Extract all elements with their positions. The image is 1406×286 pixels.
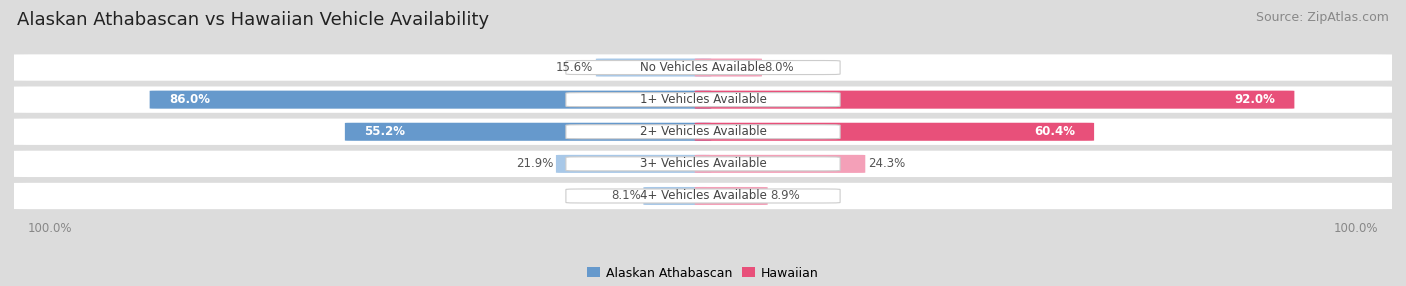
FancyBboxPatch shape (149, 91, 711, 109)
Text: 21.9%: 21.9% (516, 157, 553, 170)
Text: No Vehicles Available: No Vehicles Available (640, 61, 766, 74)
Text: 15.6%: 15.6% (555, 61, 593, 74)
Text: 8.1%: 8.1% (610, 190, 641, 202)
Text: Source: ZipAtlas.com: Source: ZipAtlas.com (1256, 11, 1389, 24)
FancyBboxPatch shape (7, 119, 1399, 145)
Text: 55.2%: 55.2% (364, 125, 405, 138)
FancyBboxPatch shape (565, 93, 841, 107)
FancyBboxPatch shape (344, 123, 711, 141)
FancyBboxPatch shape (695, 187, 768, 205)
FancyBboxPatch shape (565, 189, 841, 203)
Text: 60.4%: 60.4% (1033, 125, 1074, 138)
Text: 8.9%: 8.9% (770, 190, 800, 202)
FancyBboxPatch shape (695, 59, 762, 77)
Legend: Alaskan Athabascan, Hawaiian: Alaskan Athabascan, Hawaiian (588, 267, 818, 279)
FancyBboxPatch shape (7, 54, 1399, 81)
FancyBboxPatch shape (695, 155, 865, 173)
Text: Alaskan Athabascan vs Hawaiian Vehicle Availability: Alaskan Athabascan vs Hawaiian Vehicle A… (17, 11, 489, 29)
Text: 86.0%: 86.0% (169, 93, 209, 106)
FancyBboxPatch shape (555, 155, 711, 173)
FancyBboxPatch shape (644, 187, 711, 205)
Text: 100.0%: 100.0% (1334, 222, 1378, 235)
FancyBboxPatch shape (7, 183, 1399, 209)
FancyBboxPatch shape (695, 123, 1094, 141)
FancyBboxPatch shape (565, 61, 841, 75)
Text: 1+ Vehicles Available: 1+ Vehicles Available (640, 93, 766, 106)
FancyBboxPatch shape (7, 151, 1399, 177)
FancyBboxPatch shape (565, 157, 841, 171)
Text: 100.0%: 100.0% (28, 222, 72, 235)
Text: 92.0%: 92.0% (1234, 93, 1275, 106)
Text: 24.3%: 24.3% (868, 157, 905, 170)
Text: 2+ Vehicles Available: 2+ Vehicles Available (640, 125, 766, 138)
Text: 8.0%: 8.0% (765, 61, 794, 74)
Text: 3+ Vehicles Available: 3+ Vehicles Available (640, 157, 766, 170)
FancyBboxPatch shape (695, 91, 1295, 109)
FancyBboxPatch shape (7, 86, 1399, 113)
FancyBboxPatch shape (565, 125, 841, 139)
Text: 4+ Vehicles Available: 4+ Vehicles Available (640, 190, 766, 202)
FancyBboxPatch shape (596, 59, 711, 77)
